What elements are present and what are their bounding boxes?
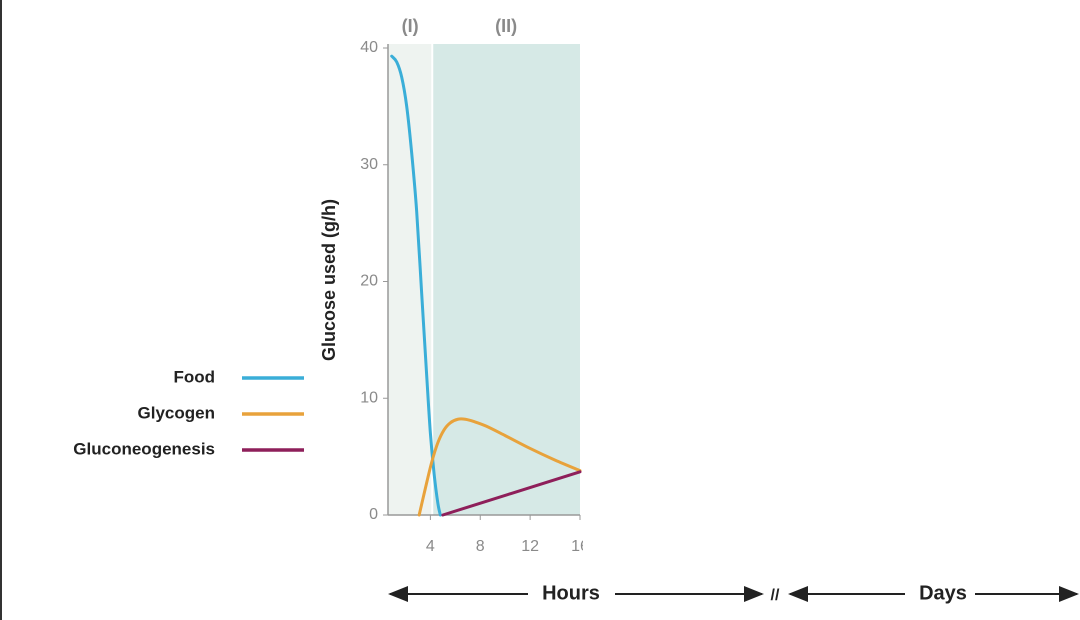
y-axis-title: Glucose used (g/h) [319, 199, 339, 361]
region-label: (II) [495, 16, 517, 36]
region-band [432, 44, 580, 515]
legend-label: Gluconeogenesis [73, 439, 215, 458]
x-tick-label: 12 [521, 538, 539, 555]
x-tick-label: 16 [571, 538, 589, 555]
axis-break: // [771, 587, 780, 604]
days-label: Days [919, 582, 967, 604]
x-ticks: 4 8 12 16 [426, 515, 589, 555]
y-tick-label: 0 [369, 506, 378, 523]
y-tick-label: 10 [360, 389, 378, 406]
series-line [390, 54, 442, 517]
hours-label: Hours [542, 582, 600, 604]
x-tick-label: 8 [476, 538, 485, 555]
y-tick-label: 30 [360, 156, 378, 173]
y-tick-label: 40 [360, 39, 378, 56]
region-band [388, 44, 433, 515]
legend-label: Food [173, 367, 215, 386]
x-tick-label: 4 [426, 538, 435, 555]
legend-label: Glycogen [138, 403, 215, 422]
y-tick-label: 20 [360, 273, 378, 290]
series-line [417, 417, 582, 517]
region-label: (I) [402, 16, 419, 36]
series-line [441, 470, 582, 517]
